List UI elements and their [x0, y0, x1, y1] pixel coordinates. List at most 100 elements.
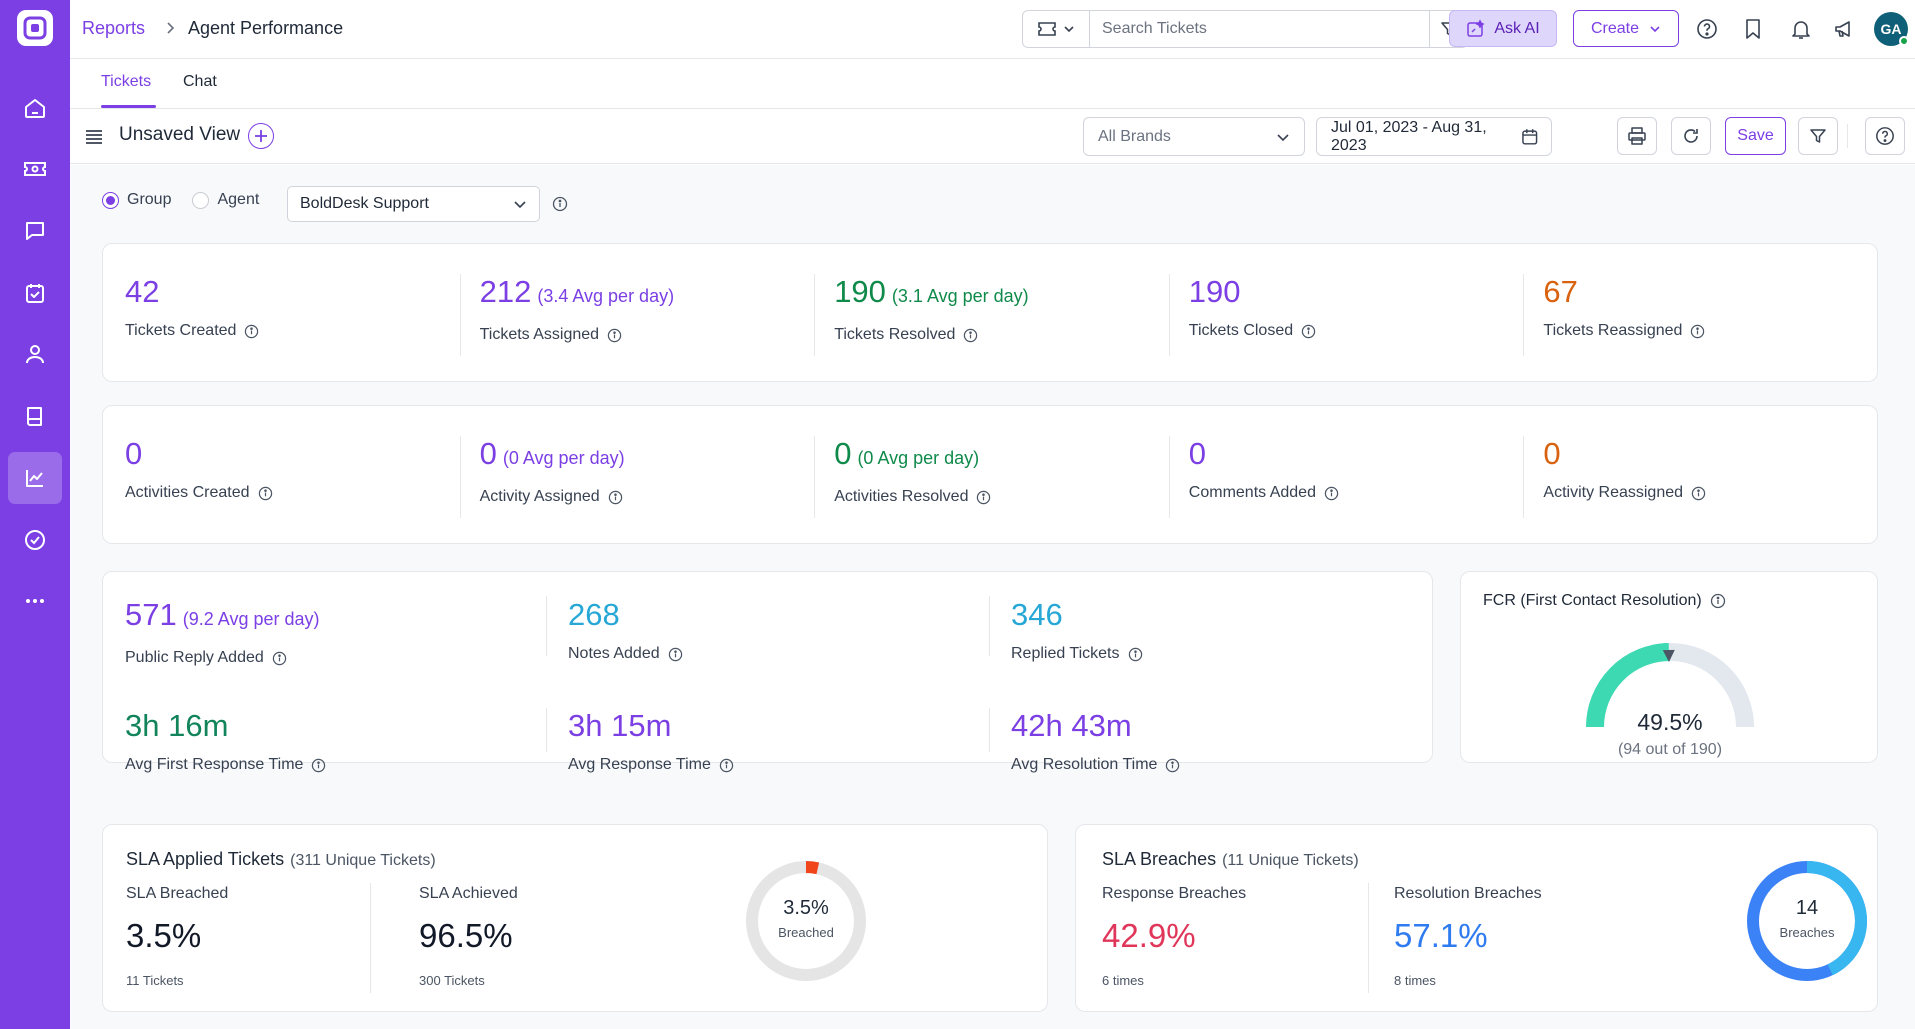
- chevron-right-icon: [167, 22, 175, 34]
- add-view-button[interactable]: [248, 123, 274, 149]
- info-icon[interactable]: [607, 328, 622, 343]
- metric: 212 (3.4 Avg per day) Tickets Assigned: [480, 274, 674, 344]
- tab-tickets[interactable]: Tickets: [101, 73, 152, 90]
- metric-label: Activity Assigned: [479, 488, 600, 505]
- metric-value: 0: [1543, 436, 1561, 471]
- bookmark-button[interactable]: [1739, 15, 1767, 43]
- metric: 571 (9.2 Avg per day) Public Reply Added: [125, 597, 319, 667]
- print-button[interactable]: [1617, 117, 1657, 155]
- sidebar-item-tickets[interactable]: [8, 143, 62, 195]
- info-icon[interactable]: [552, 196, 568, 212]
- metric-value-row: 0 (0 Avg per day): [480, 436, 625, 476]
- info-icon[interactable]: [1128, 647, 1143, 662]
- sla-applied-card: SLA Applied Tickets (311 Unique Tickets) …: [102, 824, 1048, 1012]
- metric: 268 Notes Added: [568, 597, 683, 663]
- metric-value-row: 42: [125, 274, 259, 310]
- info-icon[interactable]: [976, 490, 991, 505]
- sla-breaches-card: SLA Breaches (11 Unique Tickets) Response…: [1075, 824, 1878, 1012]
- reply-metrics-card: 571 (9.2 Avg per day) Public Reply Added 26…: [102, 571, 1433, 773]
- tab-chat[interactable]: Chat: [183, 73, 217, 90]
- sla-breached-label: SLA Breached: [126, 885, 229, 902]
- response-breaches-label: Response Breaches: [1102, 885, 1247, 902]
- metric-value: 3h 15m: [568, 708, 672, 743]
- metric-value-row: 0 (0 Avg per day): [834, 436, 991, 476]
- filter-button[interactable]: [1798, 117, 1838, 155]
- breadcrumb-reports[interactable]: Reports: [82, 18, 146, 38]
- sidebar-item-approvals[interactable]: [8, 514, 62, 566]
- menu-icon[interactable]: [84, 129, 104, 145]
- calendar-icon: [1522, 128, 1538, 145]
- metric: 0 (0 Avg per day) Activity Assigned: [480, 436, 625, 506]
- info-icon[interactable]: [963, 328, 978, 343]
- knowledge-base-icon: [27, 407, 42, 426]
- info-icon[interactable]: [608, 490, 623, 505]
- sidebar-item-chat[interactable]: [8, 205, 62, 257]
- metric-label: Tickets Closed: [1188, 322, 1294, 339]
- metric-label: Replied Tickets: [1011, 645, 1120, 662]
- group-dropdown-value: BoldDesk Support: [300, 195, 429, 212]
- sidebar-item-knowledge-base[interactable]: [8, 390, 62, 442]
- sidebar-item-tasks[interactable]: [8, 267, 62, 319]
- info-icon[interactable]: [258, 486, 273, 501]
- brand-filter-dropdown[interactable]: All Brands: [1083, 117, 1305, 156]
- info-icon[interactable]: [311, 758, 326, 773]
- info-icon[interactable]: [1324, 486, 1339, 501]
- metric-avg: (0 Avg per day): [857, 448, 980, 468]
- sla-breaches-subtitle: (11 Unique Tickets): [1222, 852, 1359, 869]
- sla-breaches-donut: [1747, 861, 1867, 981]
- resolution-breaches-label: Resolution Breaches: [1394, 885, 1542, 902]
- metric-label: Avg Resolution Time: [1011, 756, 1158, 773]
- reports-icon: [26, 470, 43, 487]
- help-icon: [1697, 19, 1717, 39]
- info-icon[interactable]: [244, 324, 259, 339]
- notifications-button[interactable]: [1787, 15, 1815, 43]
- sidebar-item-home[interactable]: [8, 82, 62, 134]
- metric-value-row: 268: [568, 597, 683, 633]
- info-icon[interactable]: [719, 758, 734, 773]
- create-button[interactable]: Create: [1573, 10, 1679, 47]
- fcr-gauge-fill: [1586, 643, 1670, 728]
- avatar[interactable]: GA: [1874, 12, 1909, 46]
- date-range-value: Jul 01, 2023 - Aug 31, 2023: [1331, 118, 1487, 154]
- divider: [814, 436, 815, 518]
- info-icon[interactable]: [1710, 593, 1726, 609]
- sidebar-item-reports[interactable]: [8, 452, 62, 504]
- metric-value: 268: [568, 597, 620, 632]
- save-button[interactable]: Save: [1725, 117, 1786, 155]
- announcements-button[interactable]: [1830, 15, 1858, 43]
- info-icon[interactable]: [1301, 324, 1316, 339]
- info-icon[interactable]: [1691, 486, 1706, 501]
- info-icon[interactable]: [668, 647, 683, 662]
- info-icon[interactable]: [1165, 758, 1180, 773]
- metric-label: Activities Resolved: [834, 488, 969, 505]
- refresh-button[interactable]: [1671, 117, 1711, 155]
- metric-value: 571: [125, 597, 177, 632]
- approvals-icon: [25, 530, 45, 550]
- sidebar-item-contacts[interactable]: [8, 328, 62, 380]
- group-radio[interactable]: [102, 191, 119, 209]
- date-range-picker[interactable]: Jul 01, 2023 - Aug 31, 2023: [1316, 117, 1552, 156]
- fcr-sub: (94 out of 190): [1617, 741, 1723, 758]
- sla-applied-donut-value: 3.5%: [783, 897, 829, 919]
- search-category-dropdown[interactable]: [1023, 11, 1090, 47]
- agent-radio[interactable]: [192, 191, 210, 209]
- sla-achieved-note: 300 Tickets: [419, 973, 485, 988]
- info-icon[interactable]: [272, 651, 287, 666]
- boldesk-logo[interactable]: [17, 10, 53, 46]
- metric-label-row: Replied Tickets: [1011, 645, 1143, 663]
- metric-value-row: 3h 16m: [125, 708, 326, 744]
- help-button[interactable]: [1693, 15, 1721, 43]
- metric: 0 Comments Added: [1189, 436, 1339, 502]
- view-help-button[interactable]: [1865, 117, 1905, 155]
- group-dropdown[interactable]: BoldDesk Support: [287, 186, 540, 222]
- filter-icon: [1810, 129, 1826, 143]
- report-content: Group Agent BoldDesk Support 42 Tickets C…: [70, 165, 1915, 1029]
- sidebar-item-more[interactable]: [8, 575, 62, 627]
- search-input[interactable]: [1090, 11, 1429, 47]
- info-icon[interactable]: [1690, 324, 1705, 339]
- metric-label-row: Comments Added: [1189, 484, 1339, 502]
- tabs-bar: Tickets Chat: [70, 59, 1915, 109]
- ask-ai-button[interactable]: Ask AI: [1449, 10, 1557, 47]
- print-icon: [1628, 127, 1646, 145]
- plus-icon: [255, 130, 267, 142]
